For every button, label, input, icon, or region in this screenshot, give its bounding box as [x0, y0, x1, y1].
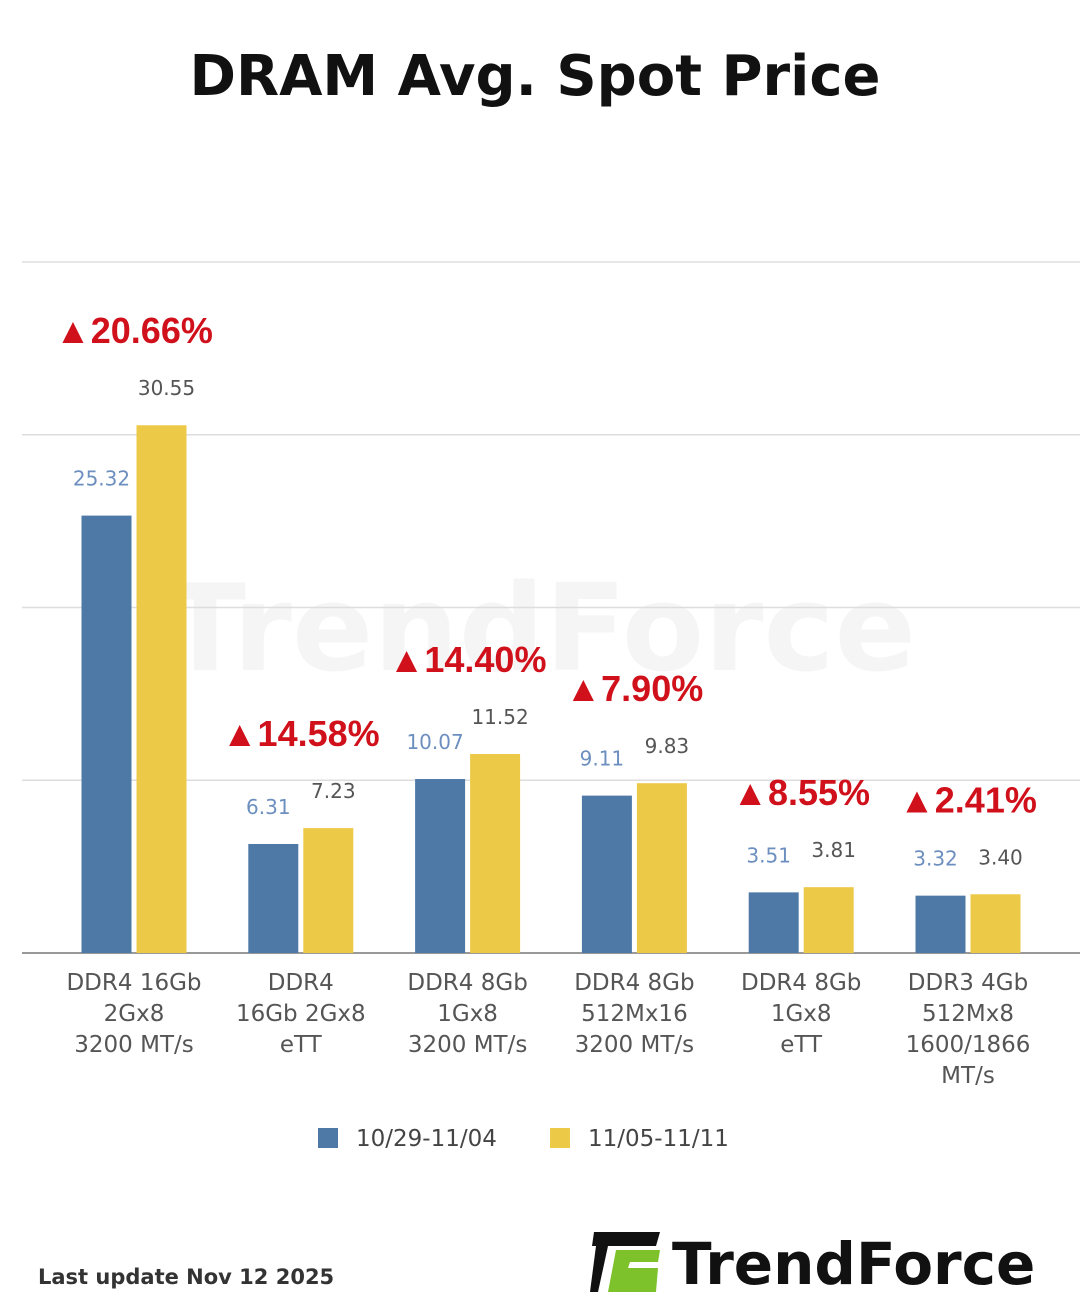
- bar-series-2: [803, 887, 854, 953]
- logo-text: TrendForce: [672, 1230, 1035, 1298]
- category-label: 3200 MT/s: [408, 1032, 527, 1058]
- category-label: DDR4 8Gb: [741, 970, 861, 996]
- data-label-series-2: 7.23: [311, 779, 356, 803]
- category-label: 3200 MT/s: [575, 1032, 694, 1058]
- gridlines: [22, 261, 1080, 954]
- change-label: ▲20.66%: [55, 310, 213, 351]
- change-label: ▲14.58%: [222, 713, 380, 754]
- category-label: DDR4 16Gb: [66, 970, 201, 996]
- data-label-series-1: 3.32: [913, 847, 958, 871]
- category-label: 2Gx8: [104, 1001, 165, 1027]
- bar-series-1: [915, 895, 966, 953]
- category-label: eTT: [280, 1032, 323, 1058]
- bar-series-2: [470, 753, 521, 953]
- data-label-series-2: 11.52: [471, 705, 528, 729]
- change-label: ▲14.40%: [389, 639, 547, 680]
- legend-label-series-2: 11/05-11/11: [588, 1126, 729, 1152]
- category-label: 16Gb 2Gx8: [236, 1001, 366, 1027]
- bar-series-2: [636, 783, 687, 953]
- category-label: DDR4 8Gb: [407, 970, 527, 996]
- bar-series-1: [581, 795, 632, 953]
- trendforce-logo: TrendForce: [590, 1230, 1035, 1298]
- change-label: ▲8.55%: [732, 772, 870, 813]
- data-label-series-1: 3.51: [746, 843, 791, 867]
- category-label: MT/s: [941, 1063, 995, 1089]
- data-label-series-1: 6.31: [246, 795, 291, 819]
- data-label-series-1: 9.11: [580, 747, 625, 771]
- legend-swatch-series-1: [318, 1128, 338, 1148]
- category-label: 1Gx8: [437, 1001, 498, 1027]
- bars: [81, 425, 1021, 953]
- last-update: Last update Nov 12 2025: [38, 1265, 334, 1289]
- bar-series-2: [303, 828, 354, 953]
- data-label-series-1: 10.07: [406, 730, 463, 754]
- bar-series-2: [136, 425, 187, 953]
- bar-series-1: [415, 779, 466, 953]
- data-label-series-1: 25.32: [73, 467, 130, 491]
- category-label: 3200 MT/s: [74, 1032, 193, 1058]
- bar-series-1: [748, 892, 799, 953]
- data-label-series-2: 9.83: [645, 734, 690, 758]
- legend: 10/29-11/04 11/05-11/11: [318, 1126, 729, 1152]
- category-label: 1600/1866: [906, 1032, 1031, 1058]
- category-label: DDR4: [268, 970, 334, 996]
- logo-mark-black: [590, 1232, 660, 1292]
- category-label: 512Mx8: [922, 1001, 1014, 1027]
- category-label: 1Gx8: [771, 1001, 832, 1027]
- bar-series-1: [248, 843, 299, 953]
- change-label: ▲7.90%: [566, 668, 704, 709]
- chart-title: DRAM Avg. Spot Price: [189, 44, 880, 109]
- bar-series-1: [81, 515, 132, 953]
- legend-label-series-1: 10/29-11/04: [356, 1126, 497, 1152]
- data-label-series-2: 30.55: [138, 376, 195, 400]
- change-label: ▲2.41%: [899, 779, 1037, 820]
- category-labels: DDR4 16Gb 2Gx8 3200 MT/s DDR4 16Gb 2Gx8 eTT DD…: [66, 970, 1030, 1089]
- bar-series-2: [970, 894, 1021, 953]
- data-label-series-2: 3.81: [811, 838, 856, 862]
- category-label: eTT: [780, 1032, 823, 1058]
- value-labels: 25.32 30.55 ▲20.66% 6.31 7.23 ▲14.58% 10.07 11.…: [55, 310, 1037, 870]
- category-label: 512Mx16: [581, 1001, 688, 1027]
- category-label: DDR3 4Gb: [908, 970, 1028, 996]
- logo-mark-green: [608, 1250, 660, 1292]
- data-label-series-2: 3.40: [978, 845, 1023, 869]
- legend-swatch-series-2: [550, 1128, 570, 1148]
- category-label: DDR4 8Gb: [574, 970, 694, 996]
